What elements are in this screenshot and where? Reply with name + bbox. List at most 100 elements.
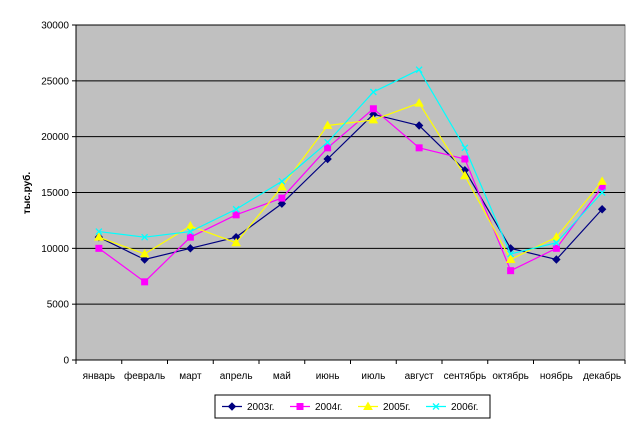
data-point xyxy=(186,228,194,236)
data-point xyxy=(231,237,241,247)
series-line xyxy=(98,107,603,283)
data-point xyxy=(432,403,440,410)
legend-entry: 2003г. xyxy=(222,402,274,413)
data-point xyxy=(278,177,286,185)
data-point-stroke xyxy=(598,189,606,196)
legend-entry: 2005г. xyxy=(358,401,410,413)
data-point xyxy=(552,239,560,247)
data-point xyxy=(552,244,560,252)
data-point-stroke xyxy=(232,205,240,213)
data-point xyxy=(185,220,196,230)
legend-label: 2005г. xyxy=(383,402,410,413)
data-point xyxy=(415,66,423,74)
data-point xyxy=(597,176,607,185)
data-point xyxy=(369,88,377,96)
x-tick-label: декабрь xyxy=(583,370,621,382)
data-point xyxy=(507,267,515,275)
y-tick-label: 0 xyxy=(63,356,69,367)
data-point-stroke xyxy=(278,177,286,185)
data-point xyxy=(552,255,561,264)
x-tick-label: ноябрь xyxy=(540,370,573,382)
data-point xyxy=(323,154,332,164)
data-point xyxy=(369,105,377,113)
legend: 2003г. 2004г. 2005г. 2006г. xyxy=(214,394,491,419)
data-point-stroke xyxy=(95,228,103,236)
data-point xyxy=(140,255,149,264)
series-layer xyxy=(94,66,607,286)
x-tick-label: октябрь xyxy=(492,370,529,382)
data-point xyxy=(597,205,607,214)
x-tick-label: июль xyxy=(361,371,385,382)
y-tick-label: 25000 xyxy=(41,76,69,87)
data-point xyxy=(232,205,240,213)
y-tick-label: 30000 xyxy=(41,21,69,32)
data-point xyxy=(322,120,333,129)
legend-label: 2006г. xyxy=(451,402,478,413)
data-point-stroke xyxy=(507,250,515,258)
y-tick-label: 5000 xyxy=(47,300,70,311)
x-tick-label: март xyxy=(179,371,202,382)
data-point xyxy=(277,199,287,208)
data-point xyxy=(141,278,149,286)
data-point xyxy=(460,170,470,180)
legend-entry: 2006г. xyxy=(426,402,478,413)
x-tick-label: август xyxy=(405,371,434,382)
data-point xyxy=(461,155,469,163)
data-point-stroke xyxy=(552,239,560,247)
data-point-stroke xyxy=(141,233,149,241)
data-point-stroke xyxy=(369,88,377,96)
data-point xyxy=(95,244,103,252)
x-tick-label: июнь xyxy=(316,371,340,382)
data-point xyxy=(277,181,287,191)
data-point xyxy=(186,233,194,241)
series-2004г. xyxy=(95,105,606,286)
data-point-stroke xyxy=(432,403,440,410)
data-point xyxy=(139,248,150,258)
x-tick-label: апрель xyxy=(220,371,253,382)
data-point xyxy=(461,144,469,152)
x-tick-label: январь xyxy=(83,371,115,382)
y-tick-label: 20000 xyxy=(41,132,69,143)
data-point xyxy=(186,244,195,253)
series-line xyxy=(98,113,603,261)
data-point xyxy=(95,228,103,236)
data-point xyxy=(414,121,424,130)
x-tick-label: сентябрь xyxy=(444,370,487,382)
legend-entry: 2004г. xyxy=(290,402,342,413)
axes: 0 5000 10000 15000 20000 25000 30000 январь февр… xyxy=(41,21,626,382)
data-point-stroke xyxy=(186,228,194,236)
legend-label: 2003г. xyxy=(247,402,274,413)
data-point-stroke xyxy=(324,138,332,146)
data-point xyxy=(324,138,332,146)
data-point xyxy=(324,144,332,152)
data-point xyxy=(227,402,237,411)
legend-box xyxy=(214,394,491,419)
y-tick-label: 15000 xyxy=(41,188,69,199)
y-tick-label: 10000 xyxy=(41,244,69,255)
data-point-stroke xyxy=(415,66,423,74)
data-point xyxy=(363,401,373,410)
data-point xyxy=(94,232,104,241)
data-point xyxy=(232,211,240,219)
y-axis-title: тыс.руб. xyxy=(21,172,33,214)
x-tick-label: февраль xyxy=(124,370,165,382)
series-line xyxy=(98,102,603,261)
series-2005г. xyxy=(94,98,607,263)
series-2006г. xyxy=(95,66,606,258)
data-point-stroke xyxy=(461,144,469,152)
data-point xyxy=(278,194,286,202)
data-point xyxy=(505,254,516,263)
data-point xyxy=(414,98,424,107)
data-point xyxy=(368,114,379,124)
data-point xyxy=(296,403,304,410)
data-point xyxy=(141,233,149,241)
data-point xyxy=(598,189,606,196)
x-tick-label: май xyxy=(273,371,291,382)
legend-label: 2004г. xyxy=(315,402,342,413)
data-point xyxy=(507,250,515,258)
data-point xyxy=(551,232,562,241)
data-point xyxy=(415,144,423,152)
series-line xyxy=(98,68,603,255)
